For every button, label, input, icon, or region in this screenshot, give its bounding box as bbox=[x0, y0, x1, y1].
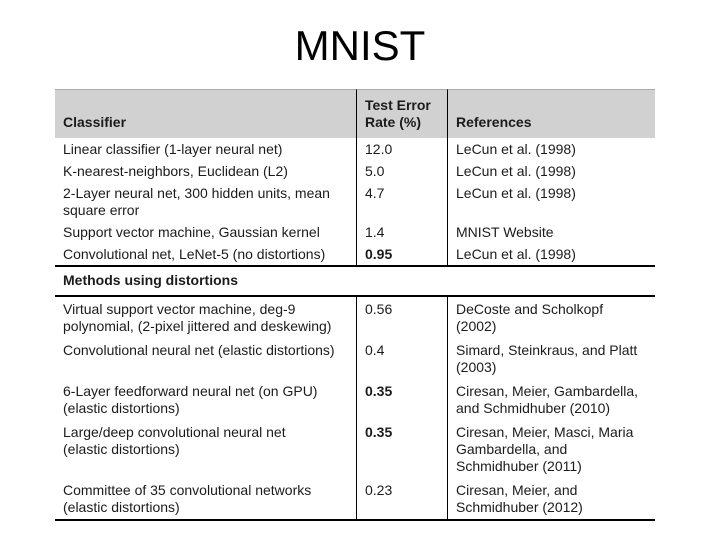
column-header-references: References bbox=[447, 89, 655, 138]
error-rate-cell: 0.4 bbox=[356, 338, 447, 379]
table-row: 2-Layer neural net, 300 hidden units, me… bbox=[55, 182, 655, 221]
error-rate-cell: 0.35 bbox=[356, 420, 447, 478]
error-rate-cell: 0.95 bbox=[356, 243, 447, 265]
references-cell: LeCun et al. (1998) bbox=[447, 243, 655, 265]
references-cell: LeCun et al. (1998) bbox=[447, 160, 655, 182]
classifier-cell: Linear classifier (1-layer neural net) bbox=[63, 141, 283, 157]
column-header-classifier: Classifier bbox=[55, 89, 356, 138]
mnist-results-table: Classifier Test Error Rate (%) Reference… bbox=[55, 89, 655, 521]
references-cell: Simard, Steinkraus, and Platt (2003) bbox=[447, 338, 655, 379]
slide-title: MNIST bbox=[294, 22, 426, 69]
classifier-cell: 2-Layer neural net, 300 hidden units, me… bbox=[63, 185, 330, 218]
error-rate-cell: 5.0 bbox=[356, 160, 447, 182]
section-header-row: Methods using distortions bbox=[55, 265, 655, 297]
section-distortion-methods: Virtual support vector machine, deg-9 po… bbox=[55, 297, 655, 519]
classifier-cell: Support vector machine, Gaussian kernel bbox=[63, 224, 320, 240]
column-header-test-error-rate: Test Error Rate (%) bbox=[356, 89, 447, 138]
table-row: Committee of 35 convolutional networks (… bbox=[55, 478, 655, 519]
classifier-cell: Convolutional neural net (elastic distor… bbox=[63, 342, 335, 358]
classifier-cell: Virtual support vector machine, deg-9 po… bbox=[63, 301, 332, 334]
table-row: Linear classifier (1-layer neural net) 1… bbox=[55, 138, 655, 160]
references-cell: Ciresan, Meier, and Schmidhuber (2012) bbox=[447, 478, 655, 519]
table-header: Classifier Test Error Rate (%) Reference… bbox=[55, 89, 655, 138]
references-cell: Ciresan, Meier, Masci, Maria Gambardella… bbox=[447, 420, 655, 478]
section-divider: Methods using distortions bbox=[55, 265, 655, 297]
classifier-cell: Convolutional net, LeNet-5 (no distortio… bbox=[63, 246, 326, 262]
references-cell: Ciresan, Meier, Gambardella, and Schmidh… bbox=[447, 379, 655, 420]
table-row: Convolutional net, LeNet-5 (no distortio… bbox=[55, 243, 655, 265]
section-baseline-methods: Linear classifier (1-layer neural net) 1… bbox=[55, 138, 655, 265]
table-row: Virtual support vector machine, deg-9 po… bbox=[55, 297, 655, 338]
error-rate-cell: 4.7 bbox=[356, 182, 447, 221]
error-rate-cell: 12.0 bbox=[356, 138, 447, 160]
table-row: Large/deep convolutional neural net (ela… bbox=[55, 420, 655, 478]
references-cell: LeCun et al. (1998) bbox=[447, 138, 655, 160]
error-rate-cell: 0.56 bbox=[356, 297, 447, 338]
error-rate-cell: 0.23 bbox=[356, 478, 447, 519]
classifier-cell: Large/deep convolutional neural net (ela… bbox=[63, 424, 286, 457]
references-cell: DeCoste and Scholkopf (2002) bbox=[447, 297, 655, 338]
table-row: Convolutional neural net (elastic distor… bbox=[55, 338, 655, 379]
references-cell: MNIST Website bbox=[447, 221, 655, 243]
section-header-label: Methods using distortions bbox=[55, 265, 655, 297]
classifier-cell: 6-Layer feedforward neural net (on GPU) … bbox=[63, 383, 318, 416]
classifier-cell: K-nearest-neighbors, Euclidean (L2) bbox=[63, 163, 288, 179]
table-row: K-nearest-neighbors, Euclidean (L2) 5.0 … bbox=[55, 160, 655, 182]
error-rate-cell: 1.4 bbox=[356, 221, 447, 243]
references-cell: LeCun et al. (1998) bbox=[447, 182, 655, 221]
classifier-cell: Committee of 35 convolutional networks (… bbox=[63, 482, 312, 515]
table-row: 6-Layer feedforward neural net (on GPU) … bbox=[55, 379, 655, 420]
table-row: Support vector machine, Gaussian kernel … bbox=[55, 221, 655, 243]
table-header-row: Classifier Test Error Rate (%) Reference… bbox=[55, 89, 655, 138]
error-rate-cell: 0.35 bbox=[356, 379, 447, 420]
